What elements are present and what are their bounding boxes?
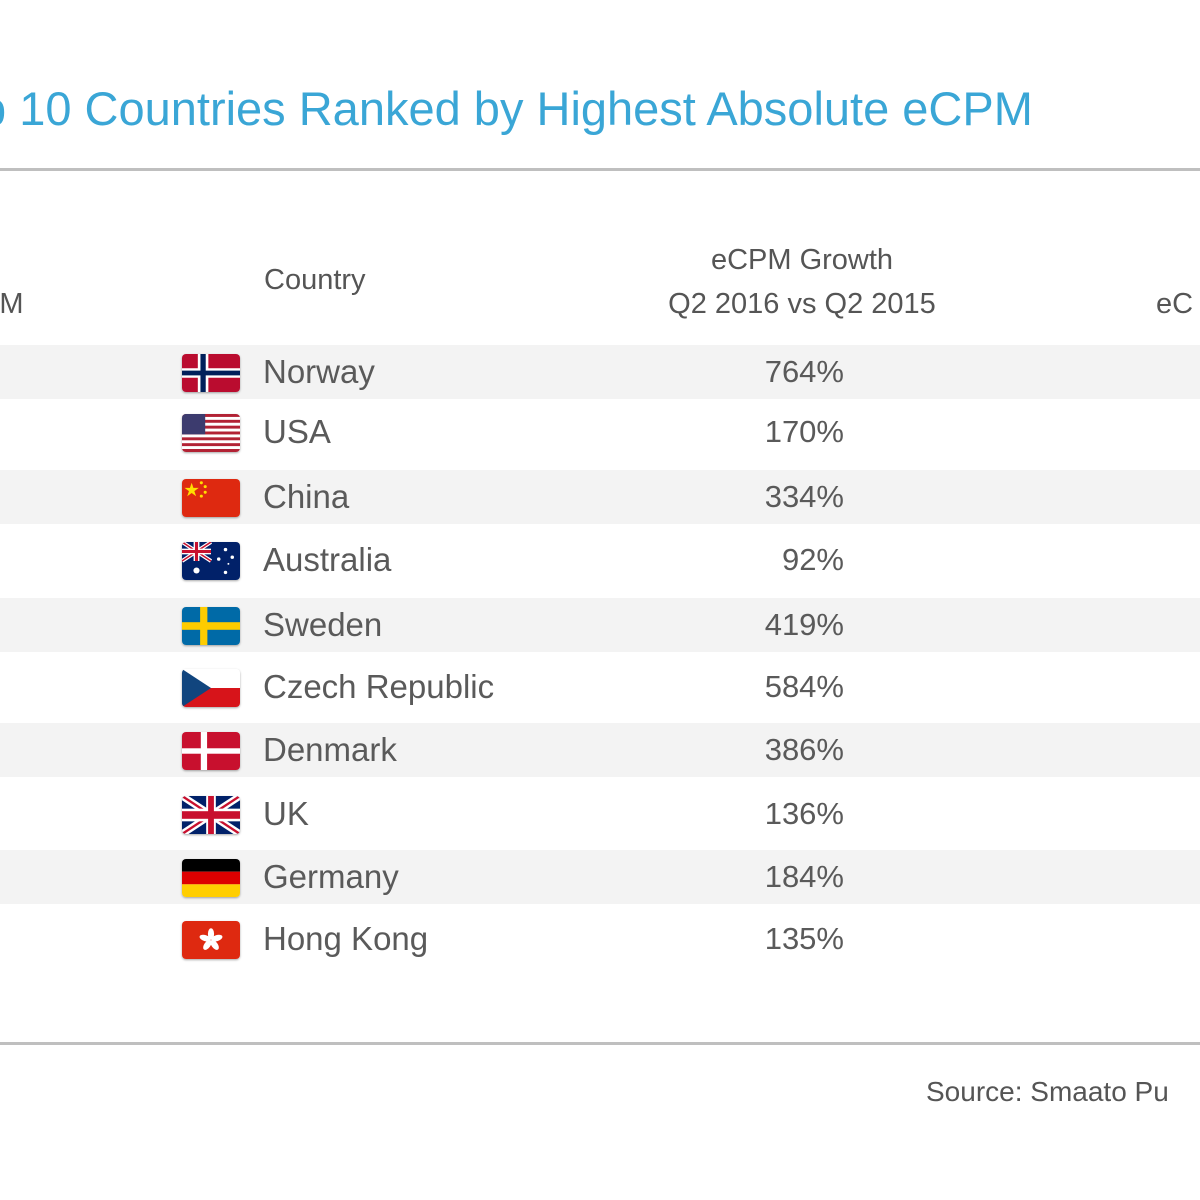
growth-value: 136% xyxy=(764,796,844,831)
column-header-growth: eCPM Growth Q2 2016 vs Q2 2015 xyxy=(620,238,984,326)
china-flag-icon xyxy=(182,479,240,517)
growth-value: 135% xyxy=(764,921,844,956)
norway-flag-icon xyxy=(182,354,240,392)
germany-flag-icon xyxy=(182,859,240,897)
country-name: China xyxy=(263,478,350,515)
czech-republic-flag-icon xyxy=(182,669,240,707)
table-row: Norway 764% xyxy=(0,345,1200,399)
growth-value: 419% xyxy=(764,607,844,642)
table-row: China 334% xyxy=(0,470,1200,524)
growth-value: 334% xyxy=(764,479,844,514)
country-name: Sweden xyxy=(263,606,383,643)
table-row: Denmark 386% xyxy=(0,723,1200,777)
growth-value: 170% xyxy=(764,414,844,449)
top-divider xyxy=(0,168,1200,171)
australia-flag-icon xyxy=(182,542,240,580)
denmark-flag-icon xyxy=(182,732,240,770)
table-row: Hong Kong 135% xyxy=(0,912,1200,966)
sweden-flag-icon xyxy=(182,607,240,645)
country-name: UK xyxy=(263,795,309,832)
chart-title: p 10 Countries Ranked by Highest Absolut… xyxy=(0,82,1033,135)
country-name: Hong Kong xyxy=(263,920,429,957)
column-header-growth-line2: Q2 2016 vs Q2 2015 xyxy=(668,288,936,320)
table-row: USA 170% xyxy=(0,405,1200,459)
growth-value: 584% xyxy=(764,669,844,704)
growth-value: 184% xyxy=(764,859,844,894)
column-header-partial-right: eC xyxy=(1156,288,1194,320)
column-header-country: Country xyxy=(264,264,366,296)
column-header-partial-left: PM xyxy=(0,288,24,320)
country-name: USA xyxy=(263,413,331,450)
bottom-divider xyxy=(0,1042,1200,1045)
growth-value: 764% xyxy=(764,354,844,389)
table-row: UK 136% xyxy=(0,787,1200,841)
country-name: Germany xyxy=(263,858,399,895)
country-name: Norway xyxy=(263,353,375,390)
growth-value: 92% xyxy=(781,542,844,577)
column-header-growth-line1: eCPM Growth xyxy=(710,244,894,276)
country-name: Australia xyxy=(263,541,392,578)
country-name: Denmark xyxy=(263,731,397,768)
uk-flag-icon xyxy=(182,796,240,834)
table-row: Germany 184% xyxy=(0,850,1200,904)
table-row: Czech Republic 584% xyxy=(0,660,1200,714)
source-note: Source: Smaato Pu xyxy=(926,1076,1169,1107)
table-row: Sweden 419% xyxy=(0,598,1200,652)
country-name: Czech Republic xyxy=(263,668,495,705)
growth-value: 386% xyxy=(764,732,844,767)
hong-kong-flag-icon xyxy=(182,921,240,959)
table-row: Australia 92% xyxy=(0,533,1200,587)
usa-flag-icon xyxy=(182,414,240,452)
